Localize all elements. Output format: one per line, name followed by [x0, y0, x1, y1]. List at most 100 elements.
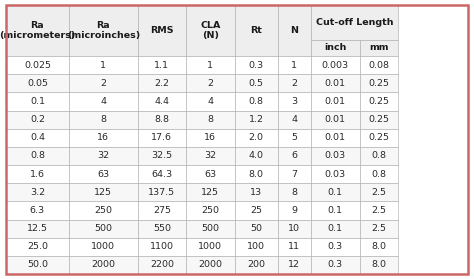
Text: 1.1: 1.1: [155, 61, 169, 70]
Bar: [311, 201, 360, 220]
Text: 0.1: 0.1: [328, 224, 343, 233]
Bar: [278, 238, 311, 256]
Text: 2.5: 2.5: [372, 224, 386, 233]
Bar: [360, 74, 399, 92]
Text: 0.01: 0.01: [325, 115, 346, 124]
Text: 0.4: 0.4: [30, 133, 45, 142]
Bar: [235, 5, 278, 56]
Bar: [69, 238, 137, 256]
Bar: [6, 238, 69, 256]
Text: 4.4: 4.4: [155, 97, 169, 106]
Text: 25: 25: [250, 206, 262, 215]
Text: 2: 2: [100, 79, 106, 88]
Text: 0.3: 0.3: [328, 242, 343, 251]
Bar: [186, 147, 235, 165]
Bar: [311, 56, 360, 74]
Bar: [6, 165, 69, 183]
Bar: [137, 110, 186, 129]
Bar: [6, 256, 69, 274]
Text: 0.03: 0.03: [325, 170, 346, 179]
Text: 550: 550: [153, 224, 171, 233]
Bar: [235, 129, 278, 147]
Text: 137.5: 137.5: [148, 188, 175, 197]
Text: 32: 32: [204, 151, 217, 160]
Text: 0.08: 0.08: [368, 61, 390, 70]
Text: CLA
(N): CLA (N): [200, 21, 220, 40]
Text: 2: 2: [292, 79, 297, 88]
Text: 2.2: 2.2: [155, 79, 169, 88]
Text: 50: 50: [250, 224, 262, 233]
Text: 0.25: 0.25: [368, 79, 390, 88]
Text: 0.1: 0.1: [30, 97, 45, 106]
Bar: [311, 165, 360, 183]
Bar: [69, 165, 137, 183]
Text: 4.0: 4.0: [249, 151, 264, 160]
Text: 200: 200: [247, 260, 265, 270]
Bar: [278, 165, 311, 183]
Bar: [6, 74, 69, 92]
Text: mm: mm: [369, 44, 389, 52]
Bar: [137, 56, 186, 74]
Bar: [186, 92, 235, 110]
Bar: [311, 5, 399, 40]
Bar: [235, 256, 278, 274]
Text: 1.2: 1.2: [249, 115, 264, 124]
Bar: [311, 238, 360, 256]
Bar: [360, 220, 399, 238]
Bar: [311, 74, 360, 92]
Text: 11: 11: [288, 242, 301, 251]
Text: 0.25: 0.25: [368, 133, 390, 142]
Bar: [311, 110, 360, 129]
Text: 8.0: 8.0: [372, 242, 386, 251]
Bar: [137, 201, 186, 220]
Text: 63: 63: [97, 170, 109, 179]
Text: 0.003: 0.003: [322, 61, 349, 70]
Text: 0.3: 0.3: [328, 260, 343, 270]
Text: 8: 8: [292, 188, 297, 197]
Bar: [137, 74, 186, 92]
Bar: [186, 74, 235, 92]
Text: 12: 12: [288, 260, 301, 270]
Text: 1: 1: [208, 61, 213, 70]
Bar: [360, 238, 399, 256]
Text: 0.01: 0.01: [325, 79, 346, 88]
Bar: [137, 92, 186, 110]
Text: 6: 6: [292, 151, 297, 160]
Bar: [278, 5, 311, 56]
Text: 50.0: 50.0: [27, 260, 48, 270]
Text: 2.5: 2.5: [372, 206, 386, 215]
Text: 0.8: 0.8: [30, 151, 45, 160]
Text: 25.0: 25.0: [27, 242, 48, 251]
Text: Ra
(microinches): Ra (microinches): [67, 21, 140, 40]
Bar: [6, 147, 69, 165]
Bar: [137, 5, 186, 56]
Bar: [278, 129, 311, 147]
Bar: [235, 74, 278, 92]
Bar: [6, 110, 69, 129]
Text: 12.5: 12.5: [27, 224, 48, 233]
Text: 250: 250: [201, 206, 219, 215]
Text: 64.3: 64.3: [151, 170, 173, 179]
Bar: [186, 165, 235, 183]
Text: inch: inch: [324, 44, 346, 52]
Bar: [137, 129, 186, 147]
Text: 8: 8: [100, 115, 106, 124]
Bar: [360, 147, 399, 165]
Bar: [360, 110, 399, 129]
Text: 0.03: 0.03: [325, 151, 346, 160]
Text: 275: 275: [153, 206, 171, 215]
Text: Cut-off Length: Cut-off Length: [316, 18, 393, 27]
Bar: [278, 147, 311, 165]
Text: 125: 125: [201, 188, 219, 197]
Bar: [186, 201, 235, 220]
Text: 500: 500: [94, 224, 112, 233]
Bar: [360, 256, 399, 274]
Text: 0.05: 0.05: [27, 79, 48, 88]
Text: 9: 9: [292, 206, 297, 215]
Text: 16: 16: [97, 133, 109, 142]
Text: 500: 500: [201, 224, 219, 233]
Text: 63: 63: [204, 170, 217, 179]
Text: 8: 8: [208, 115, 213, 124]
Text: 0.3: 0.3: [249, 61, 264, 70]
Bar: [278, 256, 311, 274]
